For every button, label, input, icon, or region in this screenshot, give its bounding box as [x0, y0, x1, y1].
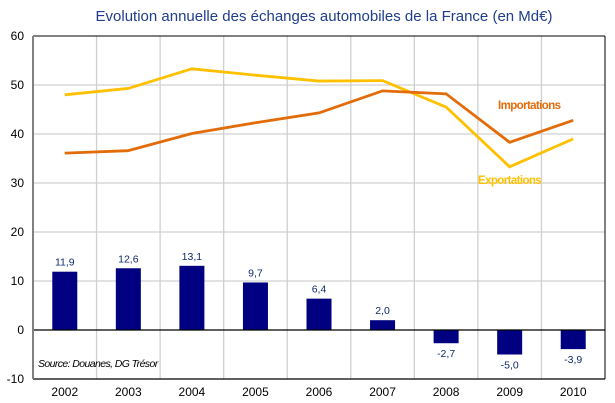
y-axis-ticks: -10 0 10 20 30 40 50 60	[7, 29, 25, 386]
exportations-series-label: Exportations	[478, 175, 541, 187]
x-tick-label: 2008	[433, 385, 460, 399]
plot-frame	[32, 35, 606, 380]
bar-2006	[306, 298, 332, 330]
bar-2003	[115, 268, 141, 330]
bar-value-label: 13,1	[182, 251, 203, 263]
bar-value-label: 9,7	[248, 267, 263, 279]
bar-data-labels: 11,9 12,6 13,1 9,7 6,4 2,0 -2,7 -5,0 -3,9	[55, 251, 582, 372]
bar-series	[52, 265, 586, 355]
x-tick-label: 2004	[179, 385, 206, 399]
bar-2008	[433, 330, 459, 344]
exportations-line	[64, 67, 574, 169]
y-tick-label: 50	[11, 78, 25, 92]
bar-value-label: -5,0	[501, 360, 519, 372]
x-axis-ticks: 2002 2003 2004 2005 2006 2007 2008 2009 2010	[51, 385, 586, 399]
bar-value-label: -3,9	[564, 354, 582, 366]
bar-2004	[179, 265, 205, 330]
importations-series-label: Importations	[498, 100, 561, 112]
bar-value-label: 12,6	[118, 253, 139, 265]
bar-value-label: 11,9	[55, 257, 75, 269]
bar-2010	[560, 330, 586, 350]
x-tick-label: 2010	[560, 385, 587, 399]
bar-2002	[52, 271, 78, 330]
y-tick-label: 10	[11, 274, 25, 288]
bar-value-label: -2,7	[437, 348, 455, 360]
source-note: Source: Douanes, DG Trésor	[38, 358, 159, 370]
y-tick-label: -10	[7, 372, 25, 386]
chart-title: Evolution annuelle des échanges automobi…	[96, 8, 553, 25]
line-series	[64, 67, 574, 169]
y-tick-label: 20	[11, 225, 25, 239]
importations-line	[64, 89, 574, 155]
x-tick-label: 2009	[496, 385, 523, 399]
x-tick-label: 2006	[306, 385, 333, 399]
bar-value-label: 6,4	[312, 284, 327, 296]
x-tick-label: 2005	[242, 385, 269, 399]
y-tick-label: 30	[11, 176, 25, 190]
x-tick-label: 2003	[115, 385, 142, 399]
x-tick-label: 2007	[369, 385, 396, 399]
y-tick-label: 0	[17, 323, 24, 337]
x-tick-label: 2002	[51, 385, 78, 399]
bar-2009	[497, 330, 523, 355]
y-tick-label: 60	[11, 29, 25, 43]
bar-value-label: 2,0	[375, 305, 390, 317]
bar-2007	[370, 320, 396, 330]
bar-2005	[242, 282, 268, 330]
y-tick-label: 40	[11, 127, 25, 141]
